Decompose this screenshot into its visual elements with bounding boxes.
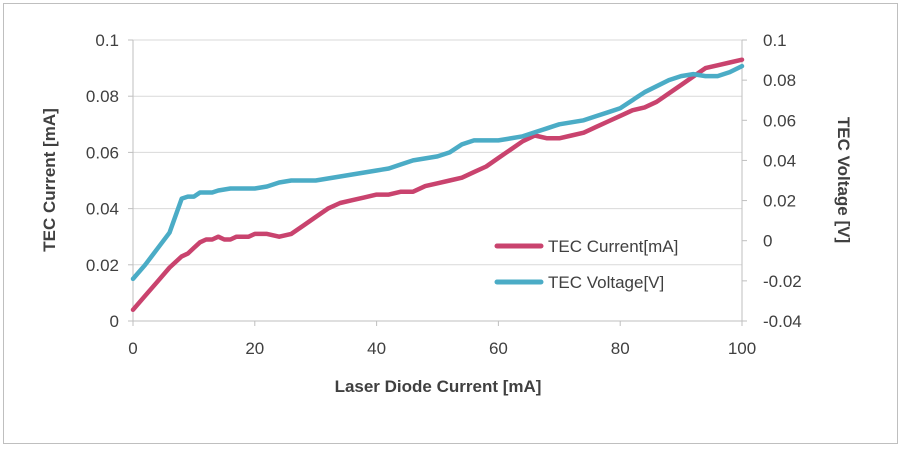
y-left-tick-label: 0.08	[86, 87, 119, 106]
tick-labels: 0 20 40 60 80 100 0 0.02 0.04 0.06 0.08 0.1 -0.04 -0.…	[86, 31, 802, 358]
series-line-tec-voltage	[130, 63, 745, 282]
y-left-tick-label: 0	[110, 312, 119, 331]
y-axis-right-title: TEC Voltage [V]	[834, 117, 853, 243]
y-right-tick-label: 0	[763, 232, 772, 251]
y-left-tick-label: 0.1	[95, 31, 119, 50]
y-right-tick-label: -0.04	[763, 312, 802, 331]
x-axis-title: Laser Diode Current [mA]	[335, 377, 542, 396]
x-tick-label: 80	[611, 339, 630, 358]
x-tick-label: 20	[245, 339, 264, 358]
legend: TEC Current[mA] TEC Voltage[V]	[494, 237, 678, 292]
y-axis-left-title: TEC Current [mA]	[40, 108, 59, 252]
series-lines	[130, 57, 745, 313]
series-line-tec-current	[130, 57, 745, 313]
y-right-tick-label: 0.06	[763, 111, 796, 130]
axes	[128, 39, 747, 326]
y-left-tick-label: 0.06	[86, 143, 119, 162]
y-right-tick-label: 0.1	[763, 31, 787, 50]
x-tick-label: 60	[489, 339, 508, 358]
y-left-tick-label: 0.02	[86, 256, 119, 275]
y-left-tick-label: 0.04	[86, 200, 119, 219]
x-tick-label: 40	[367, 339, 386, 358]
chart-frame	[3, 3, 898, 444]
x-tick-label: 0	[128, 339, 137, 358]
y-right-tick-label: 0.04	[763, 151, 796, 170]
legend-label-tec-current: TEC Current[mA]	[548, 237, 678, 256]
legend-label-tec-voltage: TEC Voltage[V]	[548, 273, 664, 292]
y-right-tick-label: -0.02	[763, 272, 802, 291]
y-right-tick-label: 0.08	[763, 71, 796, 90]
x-tick-label: 100	[728, 339, 756, 358]
y-right-tick-label: 0.02	[763, 192, 796, 211]
